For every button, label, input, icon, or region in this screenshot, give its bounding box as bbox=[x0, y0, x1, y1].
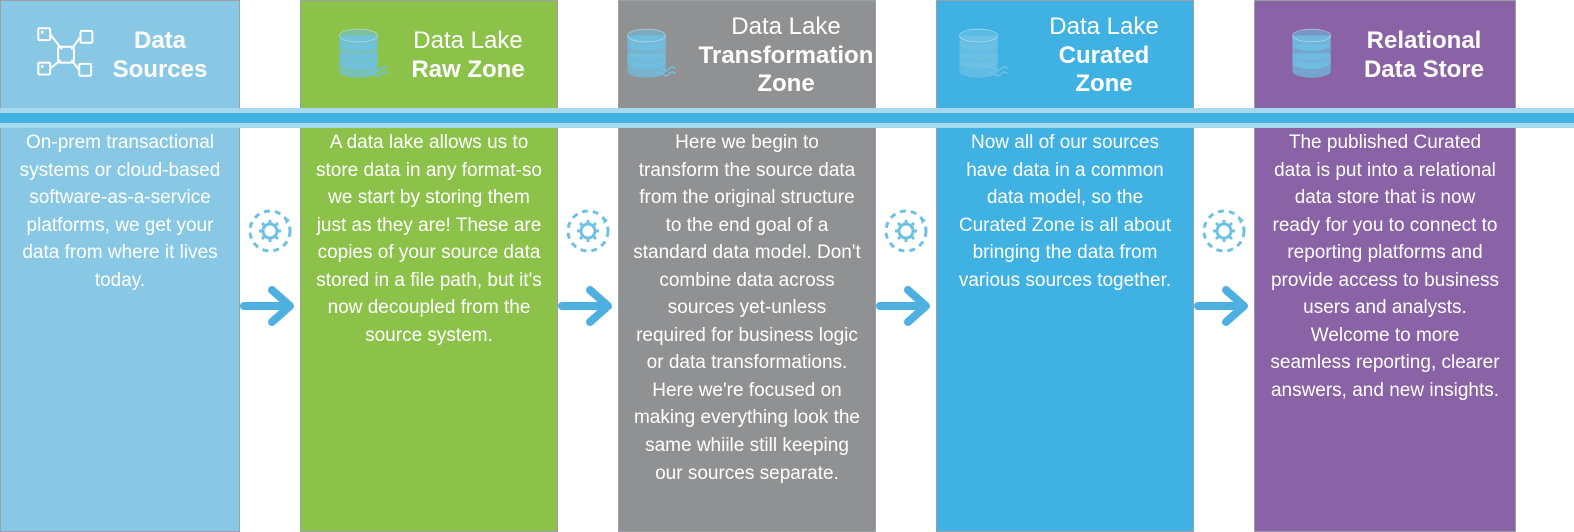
stage-data-sources: DataSources On-prem transactional systems… bbox=[0, 0, 240, 532]
process-arrow-icon bbox=[240, 186, 300, 346]
stage-header: RelationalData Store bbox=[1255, 1, 1515, 111]
stage-header: Data LakeTransformation Zone bbox=[619, 1, 875, 111]
network-nodes-icon bbox=[33, 23, 99, 89]
stage-header: DataSources bbox=[1, 1, 239, 111]
pipeline-container: DataSources On-prem transactional systems… bbox=[0, 0, 1574, 532]
stage-header: Data LakeCurated Zone bbox=[937, 1, 1193, 111]
stage-title: RelationalData Store bbox=[1364, 27, 1484, 85]
stage-body: Now all of our sources have data in a co… bbox=[937, 111, 1193, 531]
stage-title: Data LakeRaw Zone bbox=[411, 27, 524, 85]
stage-title-line2: Data Store bbox=[1364, 56, 1484, 85]
stage-title-line1: Relational bbox=[1364, 27, 1484, 56]
stage-body: A data lake allows us to store data in a… bbox=[301, 111, 557, 531]
db-wave-icon bbox=[621, 20, 685, 92]
stage-body: Here we begin to transform the source da… bbox=[619, 111, 875, 531]
connector bbox=[1194, 0, 1254, 532]
connector bbox=[240, 0, 300, 532]
process-arrow-icon bbox=[1194, 186, 1254, 346]
network-nodes-icon-slot bbox=[33, 23, 99, 89]
stage-title-line2: Sources bbox=[113, 56, 208, 85]
stage-title-line2: Raw Zone bbox=[411, 56, 524, 85]
db-wave-icon-slot bbox=[333, 20, 397, 92]
db-icon bbox=[1286, 20, 1350, 92]
stage-title-line2: Curated Zone bbox=[1031, 42, 1177, 100]
db-icon-slot bbox=[1286, 20, 1350, 92]
stage-title-line2: Transformation Zone bbox=[699, 42, 874, 100]
stage-header: Data LakeRaw Zone bbox=[301, 1, 557, 111]
stage-transformation-zone: Data LakeTransformation Zone Here we begi… bbox=[618, 0, 876, 532]
connector bbox=[558, 0, 618, 532]
stage-title: DataSources bbox=[113, 27, 208, 85]
stage-title: Data LakeTransformation Zone bbox=[699, 13, 874, 99]
stage-raw-zone: Data LakeRaw Zone A data lake allows us t… bbox=[300, 0, 558, 532]
stage-body: The published Curated data is put into a… bbox=[1255, 111, 1515, 531]
stage-body: On-prem transactional systems or cloud-b… bbox=[1, 111, 239, 531]
stage-curated-zone: Data LakeCurated Zone Now all of our sour… bbox=[936, 0, 1194, 532]
process-arrow-icon bbox=[876, 186, 936, 346]
process-arrow-icon bbox=[558, 186, 618, 346]
horizontal-bar-inner bbox=[0, 113, 1574, 123]
stage-title-line1: Data bbox=[113, 27, 208, 56]
db-wave-icon bbox=[953, 20, 1017, 92]
stage-title-line1: Data Lake bbox=[1031, 13, 1177, 42]
connector bbox=[876, 0, 936, 532]
stage-title: Data LakeCurated Zone bbox=[1031, 13, 1177, 99]
stage-title-line1: Data Lake bbox=[411, 27, 524, 56]
stage-title-line1: Data Lake bbox=[699, 13, 874, 42]
db-wave-icon-slot bbox=[621, 20, 685, 92]
db-wave-icon-slot bbox=[953, 20, 1017, 92]
db-wave-icon bbox=[333, 20, 397, 92]
stage-relational-store: RelationalData Store The published Curate… bbox=[1254, 0, 1516, 532]
